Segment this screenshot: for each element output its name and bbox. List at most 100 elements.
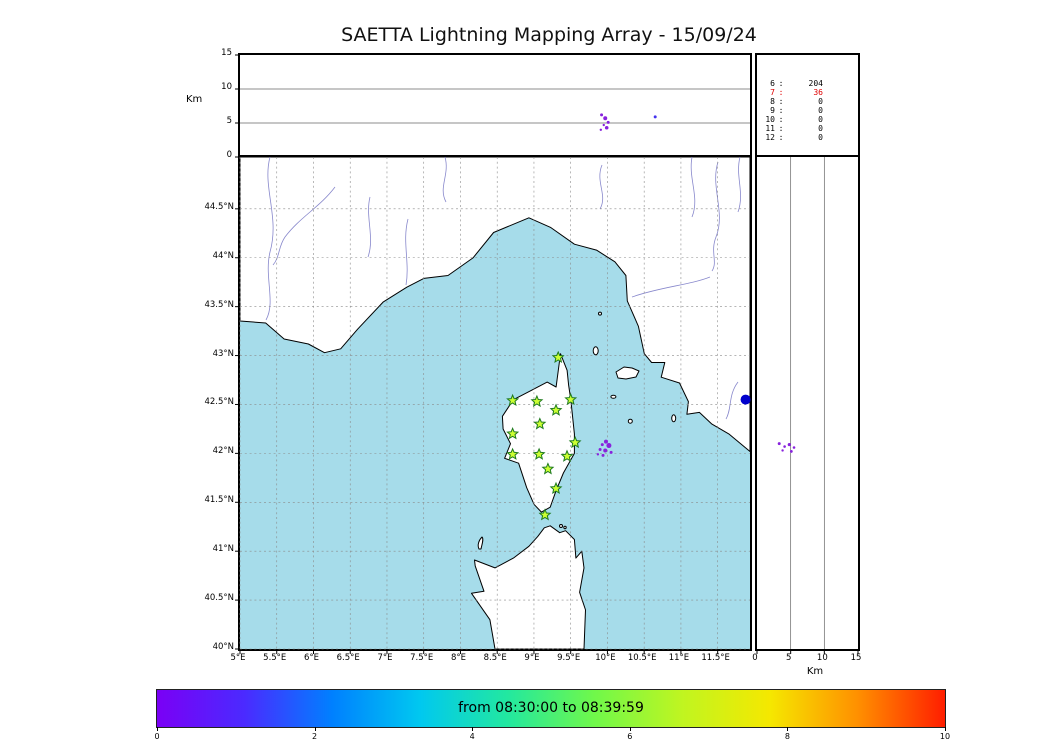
lon-tick-label: 8.5°E (483, 653, 507, 663)
lon-tick-label: 9°E (524, 653, 540, 663)
stat-value: 36 (813, 88, 823, 97)
lat-tick-label: 44.5°N (204, 201, 234, 212)
lightning-altitude-point (787, 442, 791, 447)
altitude-latitude-panel (755, 155, 860, 654)
colorbar-time-range-label: from 08:30:00 to 08:39:59 (458, 700, 644, 716)
colorbar-tick (157, 727, 158, 731)
lightning-point (596, 453, 600, 456)
colorbar-tick-label: 10 (939, 732, 951, 741)
lightning-altitude-point (792, 446, 796, 449)
lon-tick-label: 10.5°E (627, 653, 657, 663)
maddalena-island-2 (563, 525, 567, 530)
altitude-longitude-plot (235, 54, 750, 158)
river-var (405, 218, 409, 286)
alt-tick-label: 10 (221, 82, 232, 92)
colorbar-tick (472, 727, 474, 731)
source-count-rows: 6: 204 7: 36 8: 0 9: 0 10: 0 11: 0 12: 0 (757, 55, 858, 142)
lightning-altitude-point (653, 115, 657, 119)
alt-tick-label: 5 (226, 116, 232, 126)
km-tick-label: 15 (850, 653, 862, 663)
lightning-altitude-point (603, 116, 608, 121)
alt-tick-label: 0 (226, 150, 232, 160)
top-panel-ylabel: Km (186, 94, 203, 105)
mainland-coastline (239, 156, 751, 452)
stat-row: 9: 0 (757, 106, 858, 115)
stat-value: 0 (818, 97, 823, 106)
lightning-altitude-point (606, 120, 610, 124)
km-tick-label: 10 (816, 653, 828, 663)
lat-tick-label: 43.5°N (204, 299, 234, 310)
river-durance (272, 186, 336, 266)
river-italy-ne-1 (690, 156, 696, 218)
stat-row: 11: 0 (757, 124, 858, 133)
map-panel (235, 155, 752, 654)
time-colorbar: from 08:30:00 to 08:39:59 (156, 689, 946, 728)
station-star-marker (568, 435, 582, 449)
lat-tick-label: 44°N (212, 250, 234, 261)
station-star-marker (530, 394, 544, 408)
station-star-marker (538, 508, 552, 521)
station-star-marker (541, 462, 555, 475)
lon-tick-label: 6.5°E (336, 653, 360, 663)
lat-tick-label: 41.5°N (204, 495, 234, 506)
maddalena-island (559, 524, 563, 528)
lightning-point (598, 447, 602, 451)
lat-tick-label: 40°N (212, 642, 234, 652)
lightning-point (603, 439, 608, 444)
stat-label: 8 (770, 97, 775, 106)
lon-tick-label: 10°E (595, 653, 616, 663)
stat-label: 7 (770, 88, 775, 97)
station-star-marker (549, 481, 563, 495)
lon-tick-label: 6°E (303, 653, 319, 663)
lon-tick-label: 9.5°E (557, 653, 581, 663)
station-star-marker (560, 449, 574, 462)
river-arno (631, 276, 711, 298)
lat-tick-label: 43°N (212, 348, 234, 359)
capraia-island (592, 346, 599, 356)
station-star-marker (532, 447, 546, 460)
alt-tick-label: 15 (221, 48, 232, 58)
lightning-altitude-point (602, 123, 605, 127)
stat-label: 6 (770, 79, 775, 88)
gorgona-island (598, 311, 602, 316)
colorbar-tick-label: 4 (469, 732, 475, 741)
colorbar-tick-label: 0 (154, 732, 160, 741)
lon-tick-label: 5.5°E (263, 653, 287, 663)
lightning-altitude-point (783, 445, 786, 448)
stat-label: 11 (765, 124, 775, 133)
lightning-altitude-point (781, 449, 784, 452)
station-star-marker (533, 417, 547, 430)
stat-row: 12: 0 (757, 133, 858, 142)
lat-tick-label: 40.5°N (204, 593, 234, 604)
lon-tick-label: 5°E (230, 653, 246, 663)
river-france-mid (367, 196, 371, 258)
stat-colon: : (778, 133, 784, 142)
giglio-island (671, 414, 677, 423)
lat-tick-label: 42°N (212, 446, 234, 457)
lightning-point (606, 443, 612, 449)
station-star-marker (551, 350, 565, 364)
colorbar-tick-label: 8 (784, 732, 790, 741)
map-plot (235, 156, 751, 654)
river-italy-ne-2 (711, 161, 720, 272)
river-rhone (265, 156, 274, 321)
stat-label: 12 (765, 133, 775, 142)
stat-value: 0 (818, 115, 823, 124)
stat-value: 0 (818, 124, 823, 133)
montecristo-island (627, 418, 633, 424)
station-star-marker (506, 393, 520, 407)
stat-row: 6: 204 (757, 79, 858, 88)
lightning-point (600, 443, 604, 447)
km-tick-label: 5 (785, 653, 792, 663)
lightning-point (603, 448, 608, 453)
lon-tick-label: 11°E (668, 653, 690, 663)
stat-colon: : (778, 79, 784, 88)
km-tick-label: 0 (752, 653, 758, 663)
river-tuscany-south (725, 381, 739, 420)
lightning-altitude-point (789, 450, 793, 453)
lat-tick-label: 42.5°N (204, 397, 234, 408)
station-star-marker (506, 447, 520, 460)
station-star-marker (564, 392, 578, 406)
elba-island (615, 366, 640, 380)
lon-tick-label: 11.5°E (701, 653, 730, 663)
